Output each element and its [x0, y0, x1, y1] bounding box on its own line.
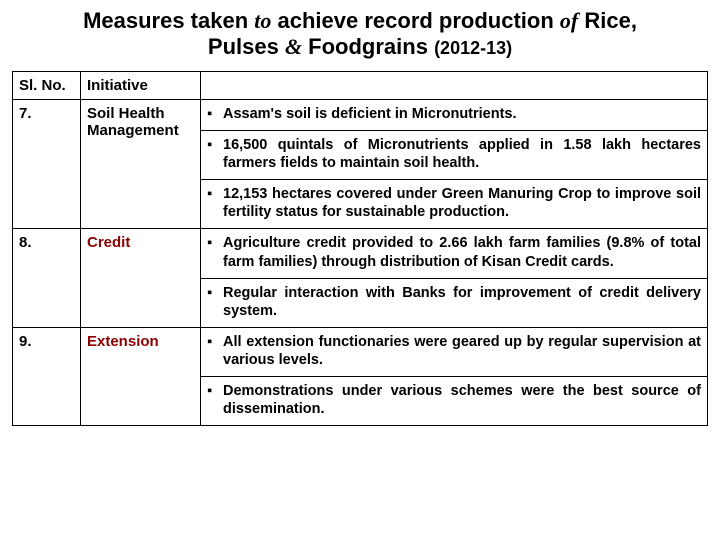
- title-italic1: to: [254, 8, 271, 33]
- title-line-2: Pulses & Foodgrains (2012-13): [12, 34, 708, 60]
- page-title: Measures taken to achieve record product…: [12, 8, 708, 61]
- bullet-text: Assam's soil is deficient in Micronutrie…: [223, 105, 701, 123]
- table-row: 7.Soil Health Management▪Assam's soil is…: [13, 99, 708, 130]
- description-cell: ▪16,500 quintals of Micronutrients appli…: [201, 130, 708, 179]
- title-italic2: of: [560, 8, 578, 33]
- title-part2: achieve record production: [271, 8, 560, 33]
- description-cell: ▪Regular interaction with Banks for impr…: [201, 278, 708, 327]
- bullet-text: Agriculture credit provided to 2.66 lakh…: [223, 234, 701, 270]
- title-line-1: Measures taken to achieve record product…: [12, 8, 708, 34]
- title-line2b: Foodgrains: [302, 34, 434, 59]
- title-year: (2012-13): [434, 38, 512, 58]
- bullet-text: Regular interaction with Banks for impro…: [223, 284, 701, 320]
- header-desc: [201, 71, 708, 99]
- header-slno: Sl. No.: [13, 71, 81, 99]
- slno-cell: 7.: [13, 99, 81, 229]
- bullet-marker-icon: ▪: [207, 284, 223, 320]
- bullet-marker-icon: ▪: [207, 136, 223, 172]
- initiative-cell: Credit: [81, 229, 201, 328]
- bullet-item: ▪Agriculture credit provided to 2.66 lak…: [207, 234, 701, 270]
- bullet-text: All extension functionaries were geared …: [223, 333, 701, 369]
- initiatives-table: Sl. No. Initiative 7.Soil Health Managem…: [12, 71, 708, 427]
- description-cell: ▪Agriculture credit provided to 2.66 lak…: [201, 229, 708, 278]
- bullet-item: ▪12,153 hectares covered under Green Man…: [207, 185, 701, 221]
- bullet-marker-icon: ▪: [207, 382, 223, 418]
- bullet-item: ▪Regular interaction with Banks for impr…: [207, 284, 701, 320]
- title-line2a: Pulses: [208, 34, 285, 59]
- title-amp: &: [285, 34, 302, 59]
- description-cell: ▪Assam's soil is deficient in Micronutri…: [201, 99, 708, 130]
- table-row: 8.Credit▪Agriculture credit provided to …: [13, 229, 708, 278]
- description-cell: ▪12,153 hectares covered under Green Man…: [201, 180, 708, 229]
- title-part1: Measures taken: [83, 8, 254, 33]
- description-cell: ▪Demonstrations under various schemes we…: [201, 377, 708, 426]
- bullet-item: ▪All extension functionaries were geared…: [207, 333, 701, 369]
- table-header-row: Sl. No. Initiative: [13, 71, 708, 99]
- bullet-marker-icon: ▪: [207, 105, 223, 123]
- bullet-marker-icon: ▪: [207, 234, 223, 270]
- bullet-text: Demonstrations under various schemes wer…: [223, 382, 701, 418]
- slno-cell: 8.: [13, 229, 81, 328]
- bullet-text: 12,153 hectares covered under Green Manu…: [223, 185, 701, 221]
- table-row: 9.Extension▪All extension functionaries …: [13, 327, 708, 376]
- bullet-marker-icon: ▪: [207, 185, 223, 221]
- bullet-text: 16,500 quintals of Micronutrients applie…: [223, 136, 701, 172]
- bullet-marker-icon: ▪: [207, 333, 223, 369]
- title-part3: Rice,: [578, 8, 637, 33]
- slno-cell: 9.: [13, 327, 81, 426]
- header-initiative: Initiative: [81, 71, 201, 99]
- bullet-item: ▪16,500 quintals of Micronutrients appli…: [207, 136, 701, 172]
- initiative-cell: Soil Health Management: [81, 99, 201, 229]
- bullet-item: ▪Demonstrations under various schemes we…: [207, 382, 701, 418]
- bullet-item: ▪Assam's soil is deficient in Micronutri…: [207, 105, 701, 123]
- initiative-cell: Extension: [81, 327, 201, 426]
- description-cell: ▪All extension functionaries were geared…: [201, 327, 708, 376]
